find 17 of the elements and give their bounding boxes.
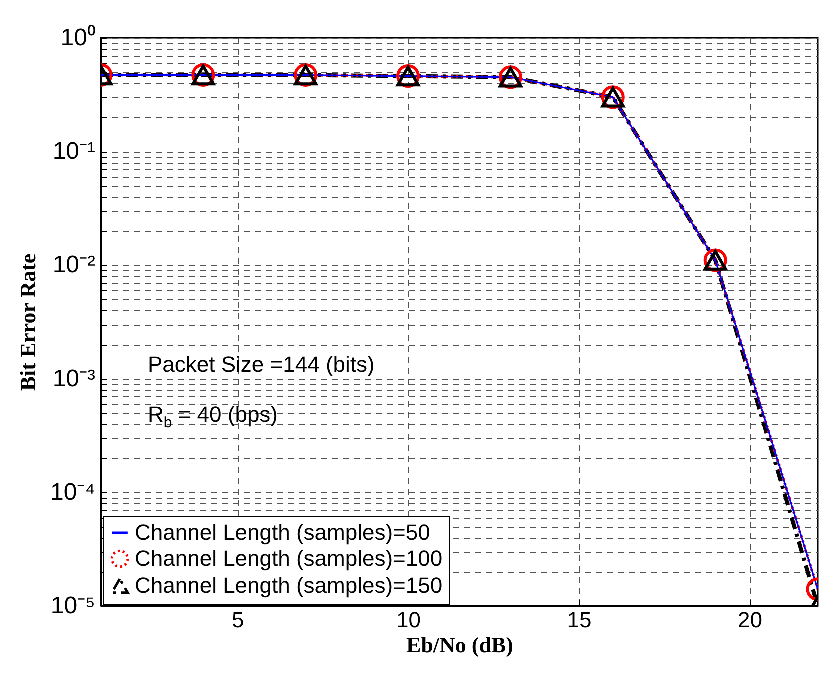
- x-tick-label: 5: [232, 608, 244, 632]
- y-tick-label: 10⁻¹: [52, 138, 96, 166]
- y-tick-label: 10⁻³: [52, 365, 96, 392]
- y-tick-label: 10⁻²: [52, 252, 96, 279]
- legend-label: Channel Length (samples)=100: [135, 546, 443, 571]
- y-tick-label: 10⁻⁴: [50, 478, 96, 506]
- y-axis-title: Bit Error Rate: [15, 254, 40, 392]
- x-tick-label: 20: [738, 608, 762, 632]
- legend-label: Channel Length (samples)=150: [135, 573, 443, 598]
- y-tick-label: 10⁻⁵: [50, 592, 96, 620]
- y-tick-label: 10⁰: [60, 24, 96, 52]
- annotation: R$_{b}$ = 40 (bps): [148, 402, 278, 432]
- x-axis-title: Eb/No (dB): [406, 632, 514, 658]
- annotation: Packet Size =144 (bits): [148, 352, 375, 378]
- x-tick-label: 15: [567, 608, 592, 632]
- legend-label: Channel Length (samples)=50: [135, 520, 430, 545]
- x-tick-label: 10: [396, 608, 422, 632]
